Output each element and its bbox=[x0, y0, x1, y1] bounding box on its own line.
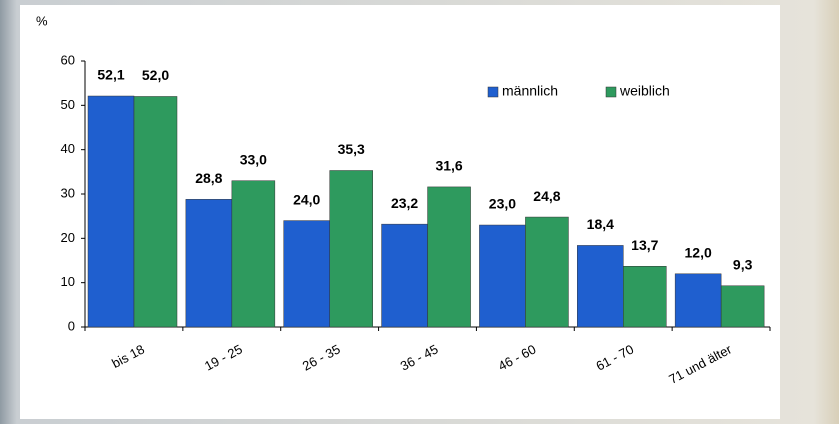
value-label: 23,0 bbox=[489, 196, 516, 212]
y-axis-label: % bbox=[36, 13, 48, 28]
legend-label: männlich bbox=[502, 83, 558, 99]
bar bbox=[329, 170, 373, 328]
value-label: 52,0 bbox=[142, 67, 169, 83]
value-label: 12,0 bbox=[685, 245, 712, 261]
y-tick-label: 60 bbox=[61, 52, 75, 67]
y-tick-label: 50 bbox=[61, 97, 75, 112]
bar bbox=[720, 285, 765, 328]
bar bbox=[479, 224, 526, 328]
y-tick-label: 10 bbox=[61, 274, 75, 289]
value-label: 18,4 bbox=[587, 216, 614, 232]
bar bbox=[623, 266, 667, 328]
value-label: 31,6 bbox=[435, 158, 462, 174]
y-tick-label: 0 bbox=[68, 318, 75, 333]
bar bbox=[231, 180, 276, 328]
value-label: 35,3 bbox=[338, 141, 365, 157]
value-label: 28,8 bbox=[195, 170, 222, 186]
value-label: 13,7 bbox=[631, 237, 658, 253]
y-tick-label: 30 bbox=[61, 185, 75, 200]
bar bbox=[427, 186, 471, 328]
legend-swatch bbox=[487, 86, 499, 98]
bar bbox=[577, 245, 624, 328]
value-label: 24,0 bbox=[293, 191, 320, 207]
bar bbox=[381, 223, 428, 328]
bar bbox=[283, 220, 330, 328]
y-tick-label: 20 bbox=[61, 230, 75, 245]
value-label: 9,3 bbox=[733, 256, 753, 272]
bar bbox=[674, 273, 722, 328]
value-label: 52,1 bbox=[97, 67, 124, 83]
bar bbox=[87, 95, 135, 328]
value-label: 33,0 bbox=[240, 151, 267, 167]
legend-label: weiblich bbox=[619, 83, 670, 99]
bar bbox=[133, 96, 178, 328]
y-tick-label: 40 bbox=[61, 141, 75, 156]
legend-swatch bbox=[605, 86, 617, 98]
bar bbox=[525, 216, 569, 328]
value-label: 23,2 bbox=[391, 195, 418, 211]
bar bbox=[185, 199, 233, 328]
value-label: 24,8 bbox=[533, 188, 560, 204]
